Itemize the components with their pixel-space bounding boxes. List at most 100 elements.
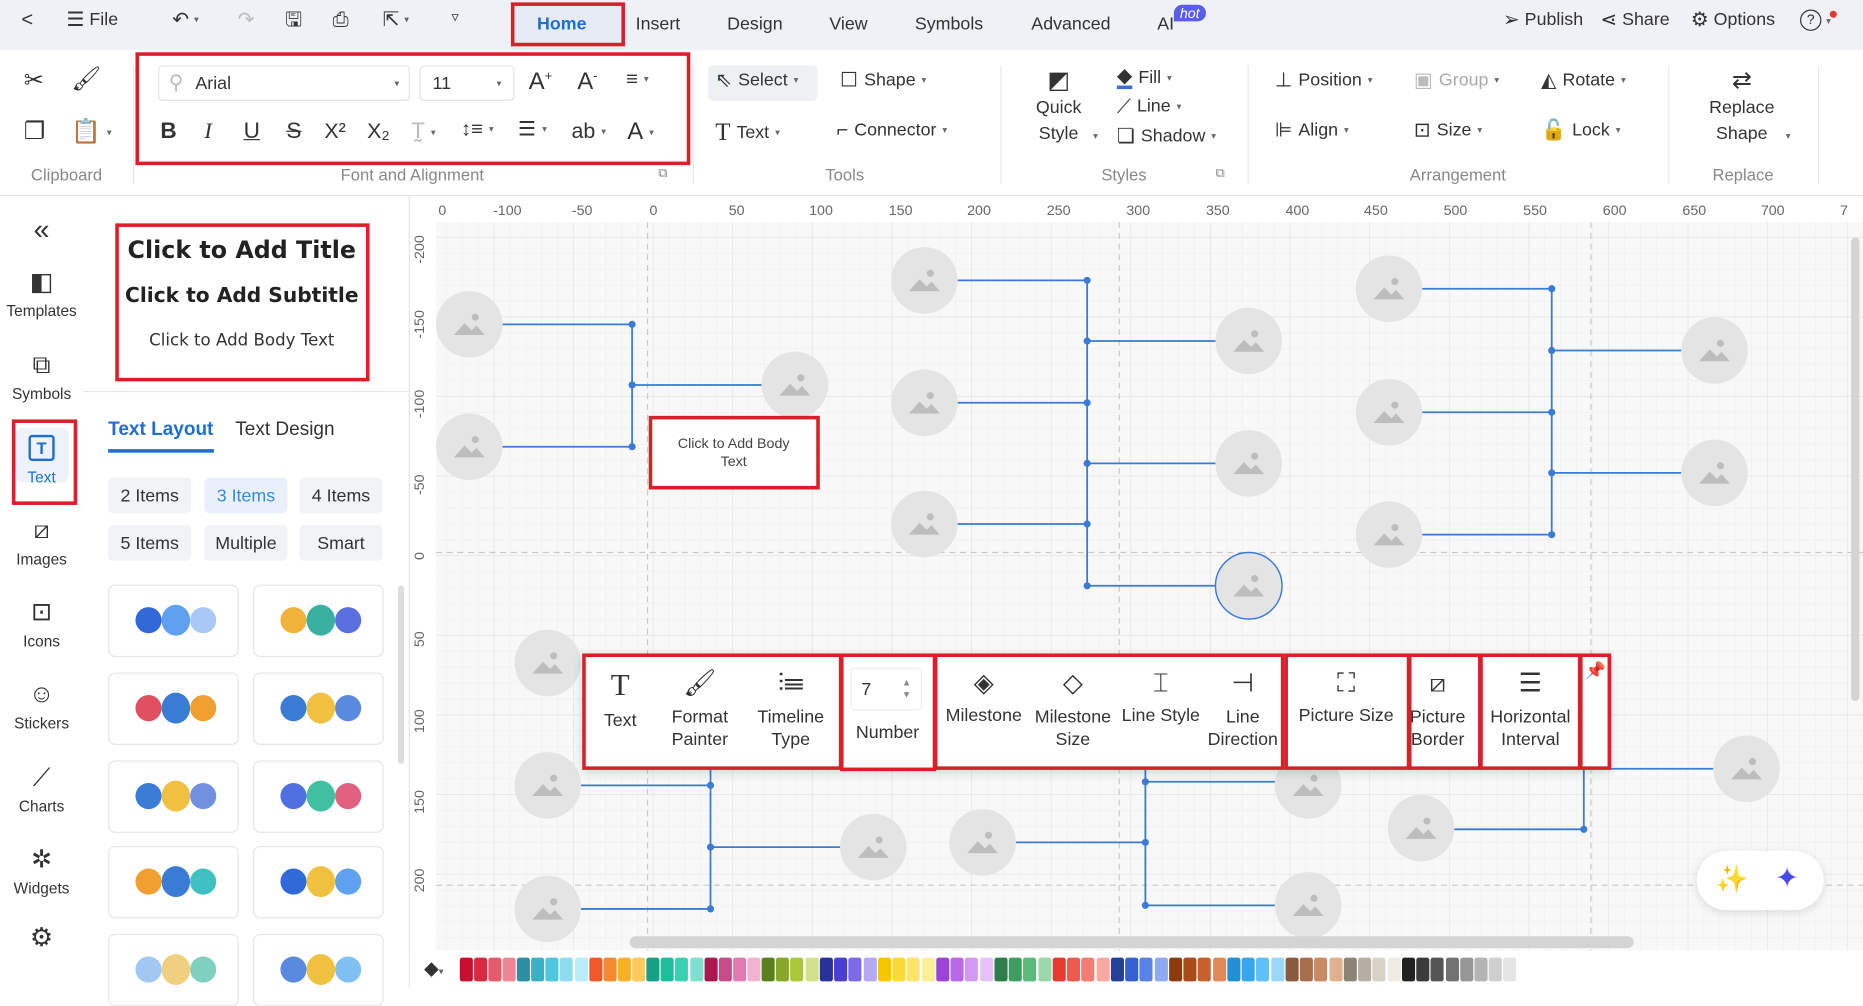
color-swatch[interactable] (1358, 957, 1372, 981)
collapse-button[interactable]: « (0, 214, 83, 247)
fill-button[interactable]: ◆ Fill ▾ (1116, 65, 1172, 90)
image-placeholder[interactable] (1215, 307, 1283, 375)
text-layout-thumbnail[interactable] (253, 933, 384, 1006)
add-body-preset[interactable]: Click to Add Body Text (149, 331, 335, 351)
sidebar-item-icons[interactable]: ⊡ Icons (0, 600, 83, 650)
vertical-scrollbar[interactable] (1851, 237, 1860, 702)
color-swatch[interactable] (617, 957, 631, 981)
ft-horizontal-interval-button[interactable]: ☰ Horizontal Interval (1480, 653, 1580, 769)
pin-icon[interactable]: 📌 (1584, 660, 1606, 680)
text-case-button[interactable]: ab ▾ (571, 119, 606, 144)
italic-button[interactable]: I (204, 118, 212, 144)
image-placeholder[interactable] (1681, 317, 1748, 384)
dialog-launcher-icon[interactable]: ⧉ (1215, 166, 1225, 181)
text-layout-thumbnail[interactable] (108, 933, 239, 1006)
color-swatch[interactable] (1271, 957, 1285, 981)
sidebar-item-templates[interactable]: ◧ Templates (0, 270, 83, 320)
color-swatch[interactable] (502, 957, 516, 981)
ft-milestone-button[interactable]: ◈ Milestone (941, 653, 1027, 769)
share-button[interactable]: ⋖ Share (1600, 10, 1669, 30)
sidebar-item-widgets[interactable]: ✲ Widgets (0, 847, 83, 897)
align-objects-button[interactable]: ⊫ Align ▾ (1275, 120, 1349, 140)
chip-5-items[interactable]: 5 Items (108, 525, 192, 561)
color-swatch[interactable] (690, 957, 704, 981)
text-tool-button[interactable]: T Text ▾ (715, 119, 780, 145)
color-swatch[interactable] (1008, 957, 1022, 981)
tab-insert[interactable]: Insert (635, 14, 681, 35)
line-spacing-button[interactable]: ↕≡ ▾ (461, 119, 494, 139)
chip-2-items[interactable]: 2 Items (108, 477, 192, 514)
sidebar-item-charts[interactable]: ⟋ Charts (0, 765, 83, 815)
image-placeholder[interactable] (1681, 439, 1748, 507)
color-swatch[interactable] (775, 957, 789, 981)
color-swatch[interactable] (545, 957, 559, 981)
image-placeholder[interactable] (436, 291, 503, 358)
color-swatch[interactable] (1169, 957, 1183, 981)
print-button[interactable]: ⎙ (333, 10, 349, 30)
more-button[interactable]: ▿ (451, 10, 458, 24)
color-swatch[interactable] (559, 957, 573, 981)
paste-button[interactable]: 📋 ▾ (71, 120, 111, 144)
image-placeholder[interactable] (1214, 551, 1283, 620)
color-swatch[interactable] (790, 957, 804, 981)
color-swatch[interactable] (1329, 957, 1343, 981)
undo-button[interactable]: ↶ ▾ (172, 10, 198, 30)
back-button[interactable]: < (21, 10, 33, 30)
tab-ai[interactable]: AI (1157, 14, 1175, 35)
color-swatch[interactable] (964, 957, 978, 981)
ft-picture-size-button[interactable]: ⛶ Picture Size (1288, 653, 1404, 769)
rotate-button[interactable]: ◭ Rotate ▾ (1541, 70, 1626, 90)
color-swatch[interactable] (1502, 957, 1517, 981)
color-swatch[interactable] (1460, 957, 1474, 981)
tab-design[interactable]: Design (727, 14, 783, 35)
connector-tool-button[interactable]: ⌐ Connector ▾ (836, 120, 947, 140)
color-swatch[interactable] (589, 957, 603, 981)
shape-tool-button[interactable]: ☐ Shape ▾ (840, 70, 926, 90)
color-swatch[interactable] (1213, 957, 1227, 981)
chip-smart[interactable]: Smart (299, 525, 383, 561)
shadow-button[interactable]: ❏ Shadow ▾ (1117, 126, 1216, 146)
subscript-button[interactable]: X₂ (367, 118, 390, 143)
help-button[interactable]: ? ▾ (1800, 9, 1831, 31)
tab-text-design[interactable]: Text Design (235, 419, 335, 440)
sidebar-item-symbols[interactable]: ⧉ Symbols (0, 353, 83, 403)
number-stepper[interactable]: 7 ▲ ▼ (850, 667, 922, 711)
color-swatch[interactable] (1241, 957, 1255, 981)
color-swatch[interactable] (531, 957, 545, 981)
color-swatch[interactable] (848, 957, 862, 981)
color-swatch[interactable] (488, 957, 502, 981)
text-layout-thumbnail[interactable] (108, 584, 239, 658)
cut-button[interactable]: ✂ (24, 69, 44, 93)
line-button[interactable]: ⟋ Line ▾ (1117, 96, 1181, 116)
select-tool-button[interactable]: ⇖ Select ▾ (715, 70, 798, 90)
superscript-button[interactable]: X² (324, 118, 346, 143)
color-swatch[interactable] (1022, 957, 1037, 981)
color-swatch[interactable] (950, 957, 964, 981)
tab-advanced[interactable]: Advanced (1031, 14, 1111, 35)
color-swatch[interactable] (921, 957, 936, 981)
tab-text-layout[interactable]: Text Layout (108, 419, 214, 453)
color-swatch[interactable] (1066, 957, 1081, 981)
color-swatch[interactable] (1430, 957, 1444, 981)
chip-3-items[interactable]: 3 Items (204, 477, 288, 514)
increase-font-button[interactable]: A+ (529, 69, 553, 96)
quick-style-button[interactable]: ◩ Quick Style (1034, 69, 1084, 147)
underline-button[interactable]: U (243, 118, 260, 144)
tab-home[interactable]: Home (537, 14, 587, 35)
text-layout-thumbnail[interactable] (108, 672, 239, 745)
add-title-preset[interactable]: Click to Add Title (127, 235, 357, 264)
ft-text-button[interactable]: T Text (582, 653, 658, 769)
tab-symbols[interactable]: Symbols (914, 14, 984, 35)
image-placeholder[interactable] (1274, 872, 1342, 939)
color-swatch[interactable] (834, 957, 848, 981)
magic-wand-icon[interactable]: ✨ (1715, 863, 1749, 894)
color-swatch[interactable] (1154, 957, 1168, 981)
save-button[interactable]: 🖫 (285, 10, 302, 30)
align-button[interactable]: ≡ ▾ (626, 69, 649, 89)
color-swatch[interactable] (704, 957, 718, 981)
color-swatch[interactable] (1445, 957, 1460, 981)
panel-scrollbar[interactable] (398, 585, 404, 764)
color-swatch[interactable] (1488, 957, 1502, 981)
image-placeholder[interactable] (1713, 735, 1780, 802)
color-swatch[interactable] (1299, 957, 1313, 981)
